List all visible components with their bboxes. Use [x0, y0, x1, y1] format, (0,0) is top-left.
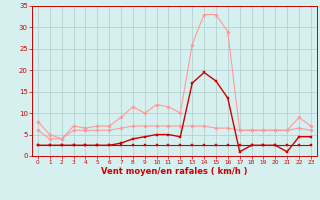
X-axis label: Vent moyen/en rafales ( km/h ): Vent moyen/en rafales ( km/h ) [101, 167, 248, 176]
